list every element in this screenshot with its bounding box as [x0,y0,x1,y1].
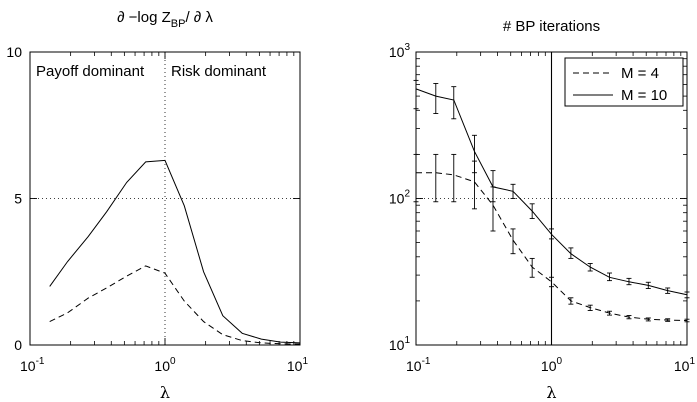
panel-bp-iterations: 10-1 100 101 101 102 103 λ # BP iterations M = 4… [389,18,696,402]
series-line-dashed [49,265,301,345]
annotation-payoff-dominant: Payoff dominant [36,63,145,80]
y-tick-label: 0 [14,337,22,353]
plot-frame [415,51,688,346]
x-tick-label: 10-1 [406,356,431,374]
y-tick-label: 103 [389,42,411,60]
y-tick-label: 10 [6,44,22,60]
legend-label: M = 10 [621,87,667,104]
chart-title: # BP iterations [503,18,600,35]
panel-derivative-log-z: 10-1 100 101 0 5 10 λ ∂ −log ZBP/ ∂ λ Payoff dom… [6,9,308,402]
y-tick-label: 5 [14,191,22,207]
chart-title: ∂ −log ZBP/ ∂ λ [117,9,213,30]
legend-label: M = 4 [621,65,659,82]
x-tick-label: 101 [674,356,696,374]
y-tick-label: 102 [389,189,411,207]
series-line-dashed [416,172,688,321]
x-tick-label: 100 [541,356,563,374]
x-axis-label: λ [546,383,556,402]
plot-frame [29,51,301,346]
annotation-risk-dominant: Risk dominant [171,63,267,80]
x-tick-label: 100 [154,356,176,374]
y-tick-label: 101 [389,335,411,353]
series-line-solid [49,159,301,344]
legend-box [564,57,684,107]
x-axis-label: λ [160,383,170,402]
x-tick-label: 101 [287,356,309,374]
x-tick-label: 10-1 [20,356,45,374]
legend: M = 4 M = 10 [564,57,684,107]
